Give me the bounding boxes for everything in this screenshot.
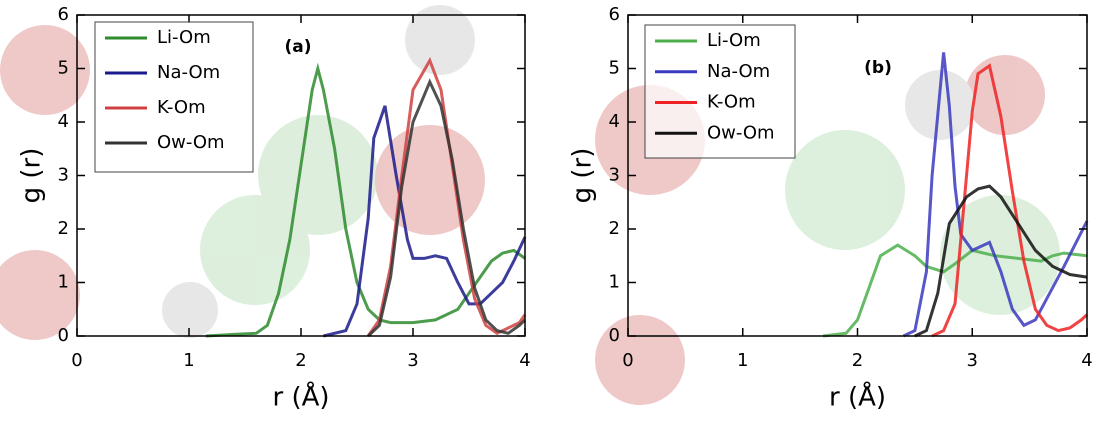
legend-label: Na-Om [157,62,220,83]
x-tick-label: 0 [71,350,82,371]
data-line [205,62,526,338]
y-tick-label: 2 [58,218,69,239]
data-line [914,184,1088,338]
atom [965,55,1045,135]
x-axis-label: r (Å) [829,381,886,413]
atom [162,282,218,338]
atom [785,130,905,250]
x-tick-label: 2 [295,350,306,371]
x-tick-label: 1 [183,350,194,371]
y-tick-label: 6 [58,4,69,25]
atom [405,5,475,75]
y-tick-label: 1 [609,272,620,293]
legend-label: K-Om [157,97,206,118]
data-line [323,105,527,338]
x-tick-label: 2 [852,350,863,371]
y-tick-label: 3 [58,165,69,186]
y-tick-label: 6 [609,4,620,25]
panel-label: (b) [864,58,892,78]
y-tick-label: 5 [58,58,69,79]
atom [0,25,90,115]
legend-label: Li-Om [707,30,761,51]
y-tick-label: 2 [609,218,620,239]
legend-label: Li-Om [157,27,211,48]
legend-label: Na-Om [707,61,770,82]
legend-label: Ow-Om [707,122,775,143]
y-tick-label: 5 [609,58,620,79]
y-axis-label: g (r) [568,148,598,204]
data-line [931,63,1089,338]
x-tick-label: 3 [967,350,978,371]
x-tick-label: 1 [737,350,748,371]
y-tick-label: 4 [58,111,69,132]
y-tick-label: 4 [609,111,620,132]
panel-label: (a) [284,37,311,57]
legend-box [94,21,254,173]
legend-box [644,24,796,159]
x-tick-label: 3 [407,350,418,371]
x-axis-label: r (Å) [272,381,329,413]
x-tick-label: 4 [1081,350,1092,371]
y-tick-label: 0 [609,325,620,346]
x-tick-label: 0 [622,350,633,371]
atom [595,315,685,405]
legend-label: Ow-Om [157,132,225,153]
y-tick-label: 0 [58,325,69,346]
data-line [902,52,1089,338]
atom [0,250,80,340]
data-line [367,78,527,338]
atom [258,115,378,235]
y-axis-label: g (r) [17,148,47,204]
y-tick-label: 3 [609,165,620,186]
legend-label: K-Om [707,92,756,113]
x-tick-label: 4 [519,350,530,371]
y-tick-label: 1 [58,272,69,293]
